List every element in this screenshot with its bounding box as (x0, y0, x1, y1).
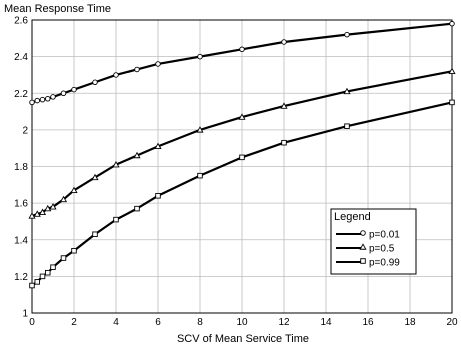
data-point (71, 86, 77, 93)
data-point (92, 79, 98, 86)
y-tick-label: 2.4 (14, 52, 28, 63)
data-point (344, 31, 350, 38)
x-tick-label: 20 (446, 317, 458, 328)
data-point (50, 264, 56, 270)
legend-items: p=0.01 p=0.5 p=0.99 (336, 230, 400, 269)
data-point (112, 160, 120, 168)
x-axis-title: SCV of Mean Service Time (177, 333, 309, 345)
data-point (113, 216, 119, 223)
series-triangle (28, 67, 456, 219)
x-tick-label: 10 (236, 317, 248, 328)
data-point (45, 269, 51, 276)
data-point (281, 39, 287, 45)
x-tick-label: 16 (362, 317, 374, 328)
data-point (60, 255, 67, 261)
data-point (449, 20, 455, 27)
data-point (39, 273, 46, 280)
x-tick-label: 18 (404, 317, 416, 328)
data-point (33, 210, 41, 217)
data-point (344, 123, 350, 129)
data-point (29, 282, 35, 289)
x-tick-label: 2 (71, 317, 77, 328)
x-tick-label: 12 (278, 317, 290, 328)
series-group (28, 20, 456, 289)
data-point (50, 94, 56, 100)
data-point (70, 186, 78, 193)
data-point (280, 102, 288, 109)
legend-label: p=0.99 (369, 258, 400, 269)
data-point (239, 46, 245, 53)
y-tick-label: 1 (22, 309, 28, 320)
data-point (197, 53, 203, 60)
data-point (59, 195, 68, 203)
data-point (44, 204, 52, 212)
y-tick-label: 1.6 (14, 199, 28, 210)
legend-item: p=0.01 (336, 230, 400, 241)
data-point (29, 99, 35, 106)
y-tick-label: 2 (22, 125, 28, 136)
x-tick-label: 14 (320, 317, 332, 328)
data-point (133, 151, 141, 159)
y-tick-label: 1.2 (14, 272, 28, 283)
legend-marker (360, 230, 366, 236)
data-point (343, 87, 351, 95)
y-tick-label: 2.6 (14, 16, 28, 27)
x-tick-label: 6 (155, 317, 161, 328)
series-circle (29, 20, 455, 106)
data-point (38, 208, 47, 215)
data-point (113, 72, 119, 78)
y-tick-labels: 1 1.2 1.4 1.6 1.8 2 2.2 2.4 2.6 (14, 16, 28, 320)
data-point (91, 173, 99, 181)
x-tick-labels: 0 2 4 6 8 10 12 14 16 18 20 (29, 317, 458, 328)
data-point (49, 203, 57, 210)
data-point (134, 205, 140, 212)
data-point (238, 113, 246, 120)
data-point (448, 67, 456, 74)
legend-item: p=0.99 (336, 258, 400, 269)
legend-marker (359, 243, 367, 250)
data-point (28, 212, 36, 219)
y-tick-label: 1.4 (14, 235, 28, 246)
data-point (92, 231, 98, 238)
plot-frame (31, 19, 453, 314)
legend-title: Legend (334, 211, 371, 223)
legend-item: p=0.5 (336, 243, 395, 255)
y-axis-title: Mean Response Time (4, 3, 111, 15)
data-point (197, 172, 203, 179)
data-point (134, 66, 140, 73)
legend-label: p=0.5 (369, 244, 395, 255)
data-point (71, 247, 77, 254)
data-point (34, 97, 41, 104)
data-point (34, 279, 41, 285)
y-tick-label: 2.2 (14, 89, 28, 100)
data-point (45, 95, 51, 102)
legend-label: p=0.01 (369, 230, 400, 241)
data-point (281, 139, 287, 146)
legend: Legend p=0.01 p=0.5 p=0.99 (330, 208, 417, 275)
series-square (29, 99, 455, 289)
data-point (196, 126, 204, 133)
data-point (154, 142, 162, 150)
data-point (155, 193, 161, 199)
legend-marker (360, 258, 366, 264)
data-point (60, 90, 67, 96)
data-point (155, 61, 161, 67)
data-point (239, 154, 245, 161)
legend-box (330, 208, 417, 275)
x-tick-label: 0 (29, 317, 35, 328)
data-point (449, 99, 455, 106)
data-point (39, 96, 46, 103)
x-tick-label: 4 (113, 317, 119, 328)
y-tick-label: 1.8 (14, 162, 28, 173)
x-tick-label: 8 (197, 317, 203, 328)
